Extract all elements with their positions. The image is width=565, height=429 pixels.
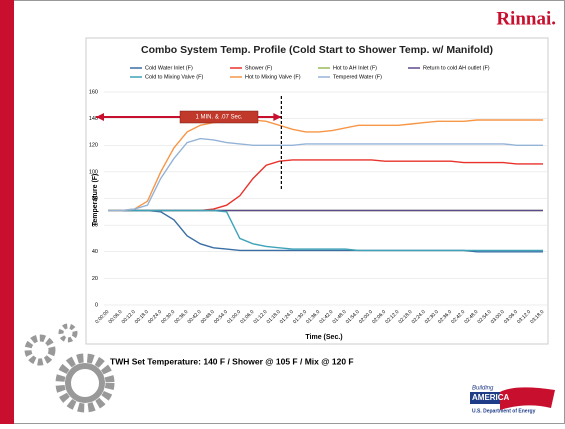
y-tick-label: 100 bbox=[89, 169, 98, 175]
side-bar bbox=[0, 0, 14, 424]
legend-label: Return to cold AH outlet (F) bbox=[423, 65, 490, 71]
y-tick-label: 80 bbox=[92, 196, 98, 202]
partner-line2: AMERICA bbox=[472, 393, 510, 402]
y-tick-label: 20 bbox=[92, 276, 98, 282]
y-tick-label: 160 bbox=[89, 89, 98, 95]
legend-label: Shower (F) bbox=[245, 65, 272, 71]
legend-label: Hot to AH Inlet (F) bbox=[333, 65, 377, 71]
x-axis-title: Time (Sec.) bbox=[305, 334, 342, 341]
footer-note: TWH Set Temperature: 140 F / Shower @ 10… bbox=[110, 356, 354, 366]
y-tick-label: 0 bbox=[95, 302, 98, 308]
legend-label: Cold Water Inlet (F) bbox=[145, 65, 193, 71]
partner-line1: Building bbox=[472, 386, 494, 392]
legend-label: Tempered Water (F) bbox=[333, 74, 382, 80]
y-tick-label: 60 bbox=[92, 223, 98, 229]
y-tick-label: 40 bbox=[92, 249, 98, 255]
annotation-label: 1 MIN. & .07 Sec. bbox=[195, 115, 242, 121]
chart-title: Combo System Temp. Profile (Cold Start t… bbox=[141, 44, 493, 56]
partner-line3: U.S. Department of Energy bbox=[472, 408, 536, 414]
slide: Rinnai. Combo System Temp. Profile (Cold… bbox=[0, 0, 565, 424]
logo: Rinnai. bbox=[496, 8, 556, 29]
legend-label: Hot to Mixing Valve (F) bbox=[245, 74, 301, 80]
y-tick-label: 120 bbox=[89, 143, 98, 149]
legend-label: Cold to Mixing Valve (F) bbox=[145, 74, 203, 80]
